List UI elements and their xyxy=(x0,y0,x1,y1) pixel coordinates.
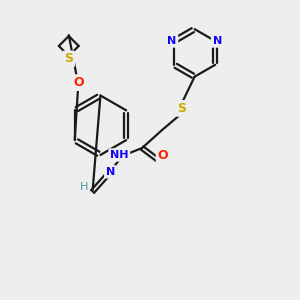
Text: O: O xyxy=(158,149,168,162)
Text: N: N xyxy=(106,167,115,177)
Text: O: O xyxy=(74,76,84,89)
Text: N: N xyxy=(167,36,177,46)
Text: H: H xyxy=(80,182,88,192)
Text: NH: NH xyxy=(110,150,128,160)
Text: N: N xyxy=(212,36,222,46)
Text: S: S xyxy=(177,102,186,115)
Text: S: S xyxy=(64,52,73,65)
